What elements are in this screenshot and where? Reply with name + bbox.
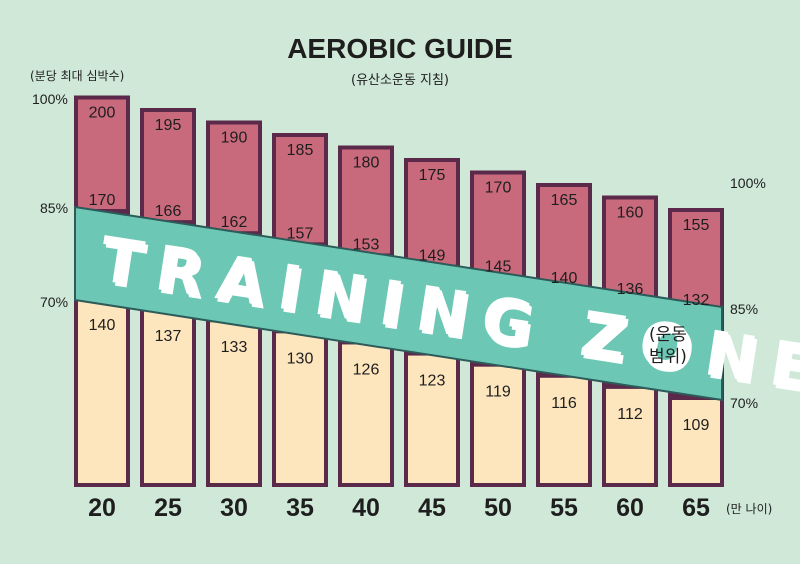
age-label-55: 55 <box>550 494 578 522</box>
age-label-65: 65 <box>682 494 710 522</box>
value-85-30: 162 <box>221 214 248 231</box>
bar-bottom-50 <box>474 366 522 483</box>
bar-top-55 <box>540 187 588 287</box>
bar-bottom-55 <box>540 377 588 483</box>
value-85-60: 136 <box>617 281 644 298</box>
x-axis-label: (만 나이) <box>726 502 772 516</box>
value-85-25: 166 <box>155 203 182 220</box>
bar-top-45 <box>408 162 456 265</box>
left-label-85: 85% <box>40 200 68 216</box>
chart-subtitle: (유산소운동 지침) <box>351 73 449 88</box>
value-70-40: 126 <box>353 361 380 378</box>
right-label-100: 100% <box>730 175 766 191</box>
value-85-40: 153 <box>353 236 380 253</box>
value-max-50: 170 <box>485 180 512 197</box>
labels-layer: 200 170 140 20 195 166 137 25 190 162 133 30 185 157 1… <box>88 105 710 523</box>
value-max-40: 180 <box>353 155 380 172</box>
bar-bottom-35 <box>276 333 324 483</box>
value-70-35: 130 <box>287 350 314 367</box>
age-label-40: 40 <box>352 494 380 522</box>
value-70-30: 133 <box>221 339 248 356</box>
bar-top-40 <box>342 149 390 254</box>
training-zone-sub-2: 범위) <box>649 347 687 367</box>
age-label-50: 50 <box>484 494 512 522</box>
value-max-30: 190 <box>221 130 248 147</box>
value-85-35: 157 <box>287 225 314 242</box>
bar-top-20 <box>78 99 126 209</box>
bar-bottom-60 <box>606 388 654 483</box>
right-label-70: 70% <box>730 395 758 411</box>
value-70-45: 123 <box>419 373 446 390</box>
bar-top-60 <box>606 199 654 298</box>
value-85-50: 145 <box>485 259 512 276</box>
value-70-50: 119 <box>485 384 511 401</box>
age-label-30: 30 <box>220 494 248 522</box>
bar-bottom-40 <box>342 344 390 483</box>
left-label-70: 70% <box>40 294 68 310</box>
bar-top-50 <box>474 174 522 276</box>
bar-bottom-25 <box>144 311 192 483</box>
bar-bottom-20 <box>78 300 126 483</box>
value-85-45: 149 <box>419 248 446 265</box>
value-max-60: 160 <box>617 205 644 222</box>
value-70-20: 140 <box>89 317 116 334</box>
value-70-25: 137 <box>155 328 182 345</box>
bar-top-30 <box>210 124 258 232</box>
value-70-65: 109 <box>683 417 710 434</box>
value-max-35: 185 <box>287 142 314 159</box>
age-label-20: 20 <box>88 494 116 522</box>
bar-top-25 <box>144 112 192 221</box>
value-70-55: 116 <box>551 395 577 412</box>
value-85-65: 132 <box>683 292 710 309</box>
value-85-55: 140 <box>551 270 578 287</box>
training-zone-band <box>74 205 723 402</box>
age-label-25: 25 <box>154 494 182 522</box>
value-max-55: 165 <box>551 192 578 209</box>
bar-bottom-65 <box>672 400 720 483</box>
bar-bottom-30 <box>210 322 258 483</box>
chart-title: AEROBIC GUIDE <box>287 33 513 64</box>
value-max-25: 195 <box>155 117 182 134</box>
age-label-45: 45 <box>418 494 446 522</box>
value-max-65: 155 <box>683 217 710 234</box>
bar-top-35 <box>276 137 324 243</box>
value-max-45: 175 <box>419 167 446 184</box>
value-70-60: 112 <box>617 406 643 423</box>
age-label-35: 35 <box>286 494 314 522</box>
age-label-60: 60 <box>616 494 644 522</box>
value-85-20: 170 <box>89 192 116 209</box>
value-max-20: 200 <box>89 105 116 122</box>
bar-bottom-45 <box>408 355 456 483</box>
right-label-85: 85% <box>730 301 758 317</box>
training-zone-sub-1: (운동 <box>649 325 687 345</box>
y-axis-label: (분당 최대 심박수) <box>30 69 124 83</box>
bar-top-65 <box>672 212 720 309</box>
left-label-100: 100% <box>32 91 68 107</box>
